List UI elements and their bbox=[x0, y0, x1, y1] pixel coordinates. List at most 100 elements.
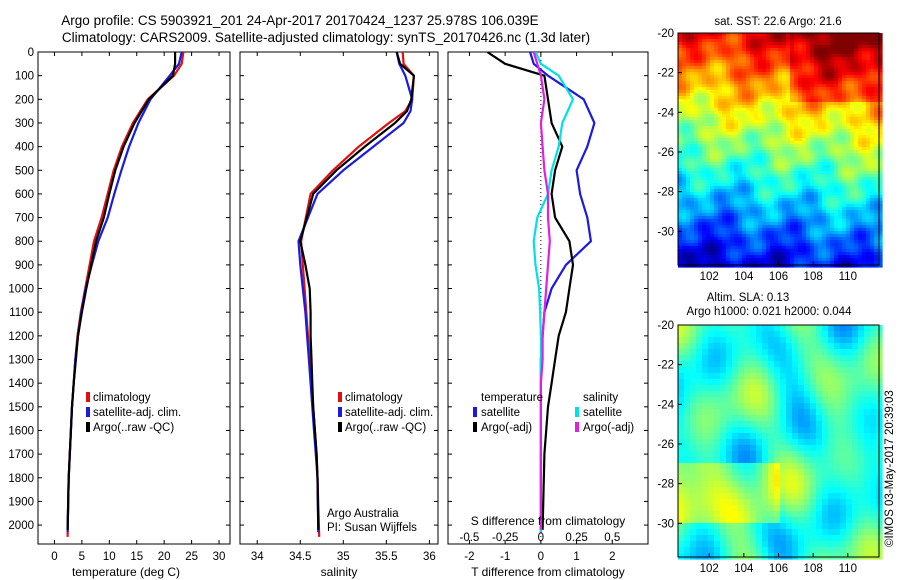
map-cell bbox=[750, 391, 757, 398]
map-cell bbox=[702, 177, 707, 181]
map-cell bbox=[770, 246, 775, 250]
map-cell bbox=[770, 102, 775, 106]
map-cell bbox=[768, 343, 775, 350]
map-cell bbox=[730, 123, 735, 127]
map-cell bbox=[854, 195, 859, 199]
map-cell bbox=[806, 45, 811, 49]
map-cell bbox=[826, 42, 831, 46]
map-cell bbox=[782, 114, 787, 118]
map-cell bbox=[810, 105, 815, 109]
map-cell bbox=[878, 108, 883, 112]
map-cell bbox=[794, 132, 799, 136]
map-cell bbox=[730, 69, 735, 73]
map-cell bbox=[762, 120, 767, 124]
sla-heatmap bbox=[678, 325, 883, 560]
map-cell bbox=[826, 60, 831, 64]
map-cell bbox=[770, 201, 775, 205]
map-cell bbox=[706, 210, 711, 214]
map-cell bbox=[834, 135, 839, 139]
depth-tick-label: 500 bbox=[15, 165, 34, 177]
map-cell bbox=[706, 54, 711, 58]
map-cell bbox=[678, 75, 683, 79]
map-cell bbox=[698, 66, 703, 70]
map-cell bbox=[684, 409, 691, 416]
map-cell bbox=[818, 51, 823, 55]
map-cell bbox=[878, 213, 883, 217]
map-cell bbox=[756, 427, 763, 434]
map-cell bbox=[838, 75, 843, 79]
map-cell bbox=[804, 343, 811, 350]
map-cell bbox=[726, 391, 733, 398]
map-cell bbox=[792, 379, 799, 386]
map-cell bbox=[754, 192, 759, 196]
map-cell bbox=[790, 192, 795, 196]
map-cell bbox=[830, 48, 835, 52]
map-cell bbox=[802, 45, 807, 49]
map-cell bbox=[690, 66, 695, 70]
map-cell bbox=[770, 108, 775, 112]
map-cell bbox=[750, 213, 755, 217]
map-cell bbox=[862, 141, 867, 145]
map-cell bbox=[718, 138, 723, 142]
map-cell bbox=[798, 201, 803, 205]
map-cell bbox=[738, 445, 745, 452]
map-cell bbox=[794, 189, 799, 193]
map-cell bbox=[778, 237, 783, 241]
map-cell bbox=[786, 126, 791, 130]
map-cell bbox=[842, 234, 847, 238]
map-cell bbox=[814, 57, 819, 61]
map-cell bbox=[798, 210, 803, 214]
map-cell bbox=[814, 132, 819, 136]
map-cell bbox=[858, 243, 863, 247]
map-cell bbox=[750, 234, 755, 238]
map-cell bbox=[834, 192, 839, 196]
map-cell bbox=[782, 237, 787, 241]
map-cell bbox=[694, 99, 699, 103]
map-cell bbox=[758, 192, 763, 196]
map-cell bbox=[730, 48, 735, 52]
map-cell bbox=[706, 96, 711, 100]
map-cell bbox=[834, 225, 839, 229]
map-cell bbox=[730, 147, 735, 151]
map-cell bbox=[714, 39, 719, 43]
map-cell bbox=[766, 117, 771, 121]
map-cell bbox=[802, 150, 807, 154]
map-cell bbox=[814, 162, 819, 166]
map-cell bbox=[802, 183, 807, 187]
map-cell bbox=[830, 144, 835, 148]
map-cell bbox=[730, 183, 735, 187]
map-cell bbox=[774, 117, 779, 121]
map-cell bbox=[798, 123, 803, 127]
map-cell bbox=[794, 165, 799, 169]
map-cell bbox=[810, 90, 815, 94]
map-cell bbox=[750, 168, 755, 172]
map-cell bbox=[754, 54, 759, 58]
map-cell bbox=[778, 126, 783, 130]
map-cell bbox=[678, 180, 683, 184]
map-cell bbox=[750, 117, 755, 121]
map-cell bbox=[774, 433, 781, 440]
map-cell bbox=[714, 186, 719, 190]
map-cell bbox=[806, 129, 811, 133]
map-cell bbox=[830, 87, 835, 91]
depth-tick-label: 1700 bbox=[8, 449, 34, 461]
map-cell bbox=[774, 105, 779, 109]
map-cell bbox=[810, 207, 815, 211]
map-cell bbox=[738, 57, 743, 61]
map-cell bbox=[838, 189, 843, 193]
map-cell bbox=[678, 264, 683, 268]
map-cell bbox=[862, 114, 867, 118]
map-cell bbox=[698, 51, 703, 55]
map-cell bbox=[742, 132, 747, 136]
map-cell bbox=[686, 246, 691, 250]
map-cell bbox=[750, 63, 755, 67]
map-cell bbox=[866, 93, 871, 97]
map-cell bbox=[706, 66, 711, 70]
legend-label-sal-satellite: satellite bbox=[583, 407, 622, 419]
map-cell bbox=[694, 195, 699, 199]
map-cell bbox=[858, 213, 863, 217]
map-cell bbox=[734, 111, 739, 115]
map-cell bbox=[690, 189, 695, 193]
map-cell bbox=[874, 240, 879, 244]
map-cell bbox=[714, 51, 719, 55]
